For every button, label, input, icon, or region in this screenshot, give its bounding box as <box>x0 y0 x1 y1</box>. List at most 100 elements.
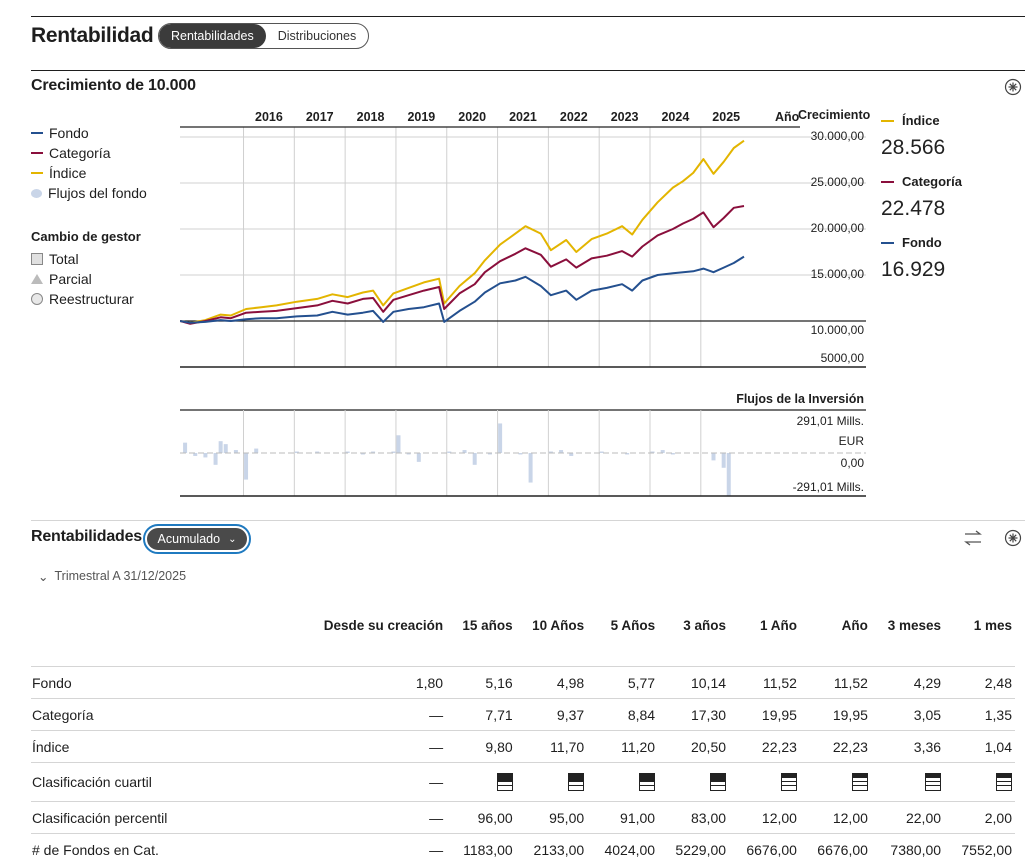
table-cell: 11,20 <box>587 730 659 763</box>
row-label: Categoría <box>31 698 213 731</box>
table-cell: 7552,00 <box>944 833 1015 865</box>
table-cell: 6676,00 <box>799 833 871 865</box>
flow-bar <box>447 451 452 453</box>
table-cell: 8,84 <box>587 698 659 731</box>
table-row: Índice —9,80 11,70 11,20 20,50 22,23 22,23 3,36… <box>31 730 1015 763</box>
table-cell: 11,52 <box>799 666 871 699</box>
legend-categoria: Categoría <box>31 145 110 161</box>
swap-icon[interactable] <box>963 529 983 552</box>
acumulado-dropdown[interactable]: Acumulado ⌄ <box>143 524 251 554</box>
legend-indice: Índice <box>31 165 86 181</box>
flow-bar <box>472 453 477 465</box>
table-cell: 7380,00 <box>870 833 945 865</box>
row-label: Fondo <box>31 666 213 699</box>
table-cell: 1183,00 <box>446 833 516 865</box>
table-header: Desde su creación 15 años 10 Años 5 Años 3 a… <box>31 612 1015 667</box>
quartile-cell <box>870 762 945 802</box>
table-cell: — <box>212 730 447 763</box>
table-cell: 12,00 <box>799 801 871 834</box>
fondo-line-icon <box>881 241 894 244</box>
page-title: Rentabilidad <box>31 24 154 47</box>
returns-divider <box>31 520 1025 521</box>
flow-bar <box>218 441 223 453</box>
tab-rentabilidades[interactable]: Rentabilidades <box>159 24 266 48</box>
x-tick-2024: 2024 <box>661 110 690 124</box>
flow-bar <box>391 451 396 453</box>
x-tick-2016: 2016 <box>255 110 283 124</box>
growth-chart <box>180 126 866 368</box>
flows-tick-zero: 0,00 <box>840 456 864 470</box>
flow-bar <box>345 451 350 453</box>
table-cell: 1,35 <box>944 698 1015 731</box>
flow-bar <box>360 453 365 455</box>
quartile-cell <box>446 762 516 802</box>
table-cell: 6676,00 <box>729 833 800 865</box>
column-header: 1 mes <box>973 618 1012 633</box>
period-toggle[interactable]: ⌄ Trimestral A 31/12/2025 <box>38 569 187 584</box>
series-line-ndice <box>180 139 745 324</box>
table-cell: 2,00 <box>944 801 1015 834</box>
section-divider <box>31 70 1025 71</box>
right-label-categoria: Categoría <box>881 174 962 189</box>
table-row: # de Fondos en Cat. —1183,00 2133,00 4024,0… <box>31 833 1015 865</box>
indice-line-icon <box>31 172 43 174</box>
y-tick: 10.000,00 <box>810 323 864 337</box>
manager-change-title: Cambio de gestor <box>31 229 141 244</box>
flow-bar <box>711 453 716 461</box>
table-cell: 5,77 <box>587 666 659 699</box>
table-cell: 11,52 <box>729 666 800 699</box>
square-icon <box>31 253 43 265</box>
flow-bar <box>660 450 665 453</box>
returns-table: Desde su creación 15 años 10 Años 5 Años 3 a… <box>31 612 1015 865</box>
flow-bar <box>223 444 228 453</box>
flow-bar <box>625 453 630 455</box>
table-cell: 4024,00 <box>587 833 659 865</box>
flow-bar <box>254 448 259 453</box>
tab-distribuciones[interactable]: Distribuciones <box>277 29 357 43</box>
x-tick-2023: 2023 <box>610 110 639 124</box>
table-cell: 83,00 <box>658 801 730 834</box>
flow-bar <box>213 453 218 465</box>
table-cell: 4,29 <box>870 666 945 699</box>
triangle-icon <box>31 274 43 284</box>
table-cell: 22,23 <box>729 730 800 763</box>
flow-bar <box>406 453 411 455</box>
column-header: 15 años <box>462 618 513 633</box>
table-row: Clasificación cuartil — <box>31 762 1015 802</box>
gear-icon[interactable] <box>1004 529 1022 552</box>
column-header: Desde su creación <box>323 618 444 633</box>
table-cell: 5229,00 <box>658 833 730 865</box>
quartile-cell <box>944 762 1015 802</box>
right-label-indice: Índice <box>881 113 940 128</box>
table-cell: 10,14 <box>658 666 730 699</box>
top-divider <box>31 16 1025 17</box>
series-line-fondo <box>180 255 745 324</box>
legend-fondo: Fondo <box>31 125 89 141</box>
quartile-1-icon <box>996 773 1012 792</box>
flow-bar <box>396 435 401 453</box>
flow-bar <box>183 442 188 453</box>
table-cell: — <box>212 801 447 834</box>
quartile-1-icon <box>851 773 868 792</box>
column-header: Año <box>841 618 868 633</box>
x-tick-2018: 2018 <box>356 110 385 124</box>
table-cell: 95,00 <box>515 801 588 834</box>
quartile-cell <box>658 762 730 802</box>
flow-bar <box>721 453 726 468</box>
flow-bar <box>548 451 553 453</box>
fondo-line-icon <box>31 132 43 134</box>
quartile-1-icon <box>780 773 797 792</box>
right-value-indice: 28.566 <box>881 136 946 159</box>
quartile-2-icon <box>710 773 727 792</box>
flows-tick-unit: EUR <box>838 434 864 448</box>
flow-bar <box>528 453 533 483</box>
y-tick: 15.000,00 <box>810 267 864 281</box>
gear-icon[interactable] <box>1004 78 1022 101</box>
table-cell: 3,36 <box>870 730 945 763</box>
y-tick: 25.000,00 <box>810 175 864 189</box>
column-header: 3 años <box>683 618 727 633</box>
flow-bar <box>518 453 523 455</box>
flow-bar <box>244 453 249 480</box>
legend-flujos: Flujos del fondo <box>31 185 147 201</box>
categoria-line-icon <box>31 152 43 154</box>
